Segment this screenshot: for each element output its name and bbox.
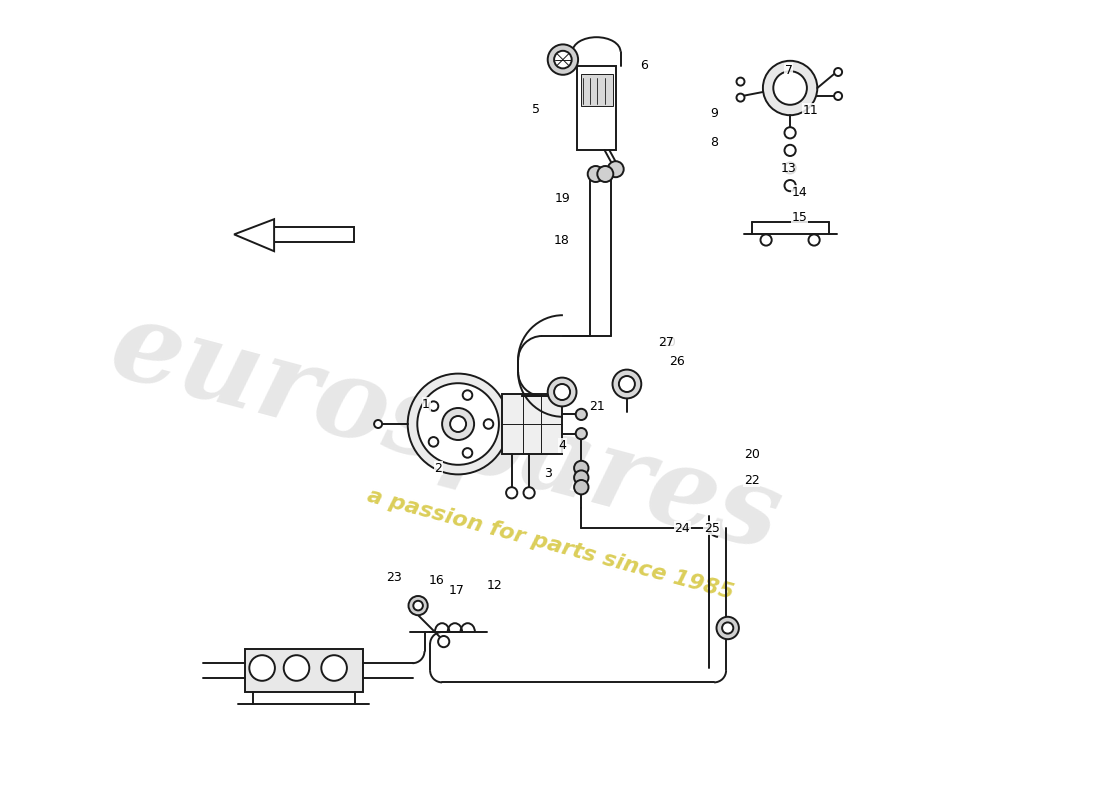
Text: eurospares: eurospares	[100, 291, 792, 573]
Circle shape	[554, 384, 570, 400]
Text: 27: 27	[658, 336, 674, 349]
Circle shape	[463, 448, 472, 458]
Text: 13: 13	[781, 162, 796, 174]
Text: 25: 25	[704, 522, 719, 534]
Text: 7: 7	[784, 64, 792, 77]
Text: 17: 17	[449, 584, 464, 597]
Circle shape	[548, 378, 576, 406]
Circle shape	[554, 51, 572, 68]
Text: 3: 3	[544, 467, 552, 480]
Circle shape	[524, 487, 535, 498]
Circle shape	[414, 601, 422, 610]
Circle shape	[834, 92, 843, 100]
Text: 22: 22	[744, 474, 760, 486]
Circle shape	[438, 636, 449, 647]
Text: 8: 8	[711, 136, 718, 149]
Circle shape	[784, 162, 795, 174]
Text: 4: 4	[558, 439, 566, 452]
Circle shape	[587, 166, 604, 182]
Text: 5: 5	[531, 103, 540, 116]
Text: 15: 15	[792, 211, 807, 224]
Text: 6: 6	[640, 59, 648, 72]
Circle shape	[574, 480, 589, 494]
Text: 10: 10	[661, 336, 676, 349]
Circle shape	[574, 470, 589, 485]
Circle shape	[716, 617, 739, 639]
Text: a passion for parts since 1985: a passion for parts since 1985	[365, 486, 736, 602]
Bar	[578, 66, 616, 150]
Bar	[581, 74, 613, 106]
Circle shape	[834, 68, 843, 76]
Circle shape	[597, 166, 614, 182]
Text: 26: 26	[669, 355, 684, 368]
Bar	[244, 650, 363, 691]
Circle shape	[808, 234, 820, 246]
Circle shape	[784, 145, 795, 156]
Text: 21: 21	[588, 400, 604, 413]
Circle shape	[737, 78, 745, 86]
Circle shape	[374, 420, 382, 428]
Text: 19: 19	[554, 192, 570, 205]
Circle shape	[607, 162, 624, 178]
Circle shape	[408, 374, 508, 474]
Text: 11: 11	[802, 104, 818, 117]
Circle shape	[784, 180, 795, 191]
Circle shape	[613, 370, 641, 398]
Circle shape	[429, 402, 438, 411]
Text: 1: 1	[422, 398, 430, 410]
Circle shape	[484, 419, 493, 429]
Text: 14: 14	[792, 186, 807, 198]
Circle shape	[773, 71, 807, 105]
Circle shape	[737, 94, 745, 102]
Polygon shape	[234, 219, 274, 251]
Circle shape	[784, 127, 795, 138]
Text: 18: 18	[554, 234, 570, 246]
Text: 2: 2	[434, 462, 442, 474]
Circle shape	[463, 390, 472, 400]
Circle shape	[548, 44, 579, 75]
Circle shape	[250, 655, 275, 681]
Circle shape	[442, 408, 474, 440]
Circle shape	[429, 437, 438, 446]
Circle shape	[450, 416, 466, 432]
Circle shape	[284, 655, 309, 681]
Circle shape	[722, 622, 734, 634]
Text: 24: 24	[674, 522, 690, 534]
Polygon shape	[274, 227, 354, 242]
Circle shape	[763, 61, 817, 115]
Bar	[502, 394, 562, 454]
Text: 9: 9	[711, 107, 718, 120]
Circle shape	[321, 655, 346, 681]
Text: 23: 23	[386, 571, 402, 584]
Text: 16: 16	[429, 574, 444, 586]
Circle shape	[760, 234, 772, 246]
Circle shape	[408, 596, 428, 615]
Circle shape	[619, 376, 635, 392]
Circle shape	[574, 461, 589, 475]
Circle shape	[575, 409, 587, 420]
Circle shape	[575, 428, 587, 439]
Circle shape	[417, 383, 499, 465]
Text: 12: 12	[486, 579, 502, 592]
Text: 20: 20	[744, 448, 760, 461]
Circle shape	[506, 487, 517, 498]
